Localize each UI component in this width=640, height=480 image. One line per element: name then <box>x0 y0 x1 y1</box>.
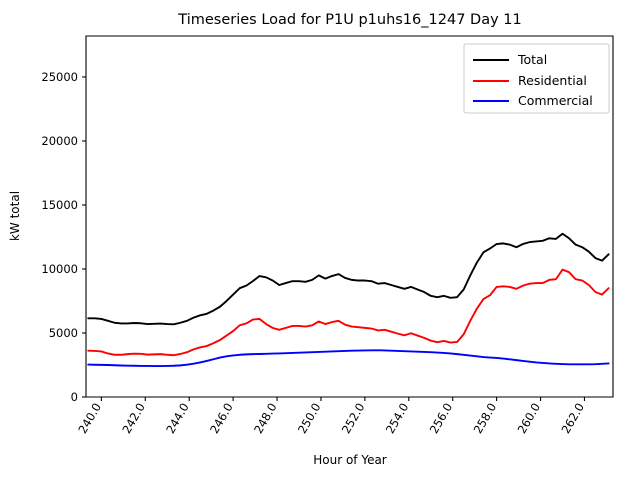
y-axis-label: kW total <box>8 191 22 241</box>
y-tick-label: 25000 <box>41 70 78 84</box>
legend-label-commercial: Commercial <box>518 93 593 108</box>
y-tick-label: 10000 <box>41 262 78 276</box>
x-tick-label: 252.0 <box>339 401 368 437</box>
x-tick-label: 244.0 <box>163 401 192 437</box>
x-tick-label: 240.0 <box>75 401 104 437</box>
y-tick-group: 0 5000 10000 15000 20000 25000 <box>41 70 86 404</box>
x-tick-label: 250.0 <box>295 401 324 437</box>
x-tick-label: 248.0 <box>251 401 280 437</box>
x-tick-label: 262.0 <box>558 401 587 437</box>
axes-spines <box>85 35 614 398</box>
legend-label-residential: Residential <box>518 73 587 88</box>
x-axis-label: Hour of Year <box>313 453 387 467</box>
series-group <box>87 232 610 367</box>
x-tick-label: 242.0 <box>119 401 148 437</box>
y-tick-label: 5000 <box>49 326 78 340</box>
x-tick-label: 256.0 <box>427 401 456 437</box>
y-tick-label: 15000 <box>41 198 78 212</box>
y-tick-label: 20000 <box>41 134 78 148</box>
chart-title: Timeseries Load for P1U p1uhs16_1247 Day… <box>177 12 521 28</box>
x-tick-label: 258.0 <box>471 401 500 437</box>
x-tick-label: 260.0 <box>515 401 544 437</box>
chart-legend[interactable]: Total Residential Commercial <box>463 43 610 114</box>
series-line-commercial <box>87 349 610 367</box>
legend-frame <box>463 43 610 114</box>
x-tick-label: 254.0 <box>383 401 412 437</box>
series-line-residential <box>87 268 610 357</box>
legend-label-total: Total <box>517 52 547 67</box>
y-tick-label: 0 <box>71 390 78 404</box>
series-line-total <box>87 232 610 326</box>
x-tick-group: 240.0 242.0 244.0 246.0 248.0 250.0 252.0 254.0… <box>75 397 587 436</box>
x-tick-label: 246.0 <box>207 401 236 437</box>
